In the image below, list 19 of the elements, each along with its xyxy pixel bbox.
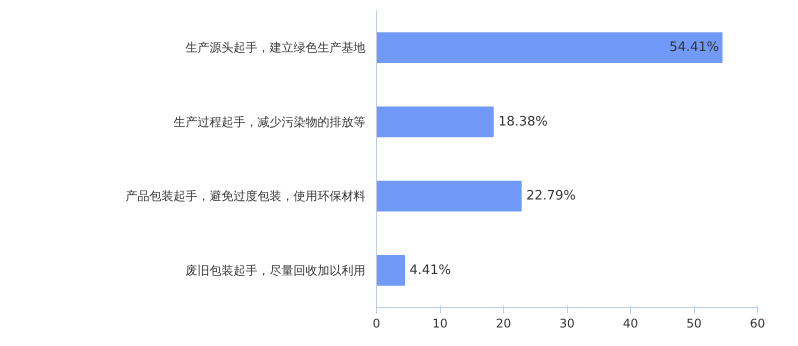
x-tick-label: 0 (372, 316, 380, 330)
data-label: 18.38% (498, 114, 548, 130)
y-tick-label: 生产源头起手，建立绿色生产基地 (186, 40, 366, 55)
x-tick-label: 30 (559, 316, 575, 330)
bar (376, 255, 406, 286)
y-tick-label: 废旧包装起手，尽量回收加以利用 (186, 263, 366, 278)
bar (376, 106, 494, 138)
x-tick-label: 10 (432, 316, 448, 330)
y-tick-label: 产品包装起手，避免过度包装，使用环保材料 (126, 189, 366, 204)
data-label: 22.79% (526, 188, 576, 204)
x-tick-label: 20 (496, 316, 512, 330)
x-tick-label: 60 (750, 316, 766, 330)
x-tick-label: 40 (622, 316, 638, 330)
y-tick-label: 生产过程起手，减少污染物的排放等 (174, 114, 366, 129)
bar (376, 180, 522, 212)
bar (376, 32, 723, 63)
data-label: 4.41% (410, 262, 451, 278)
x-tick-label: 50 (686, 316, 702, 330)
data-label: 54.41% (669, 40, 720, 56)
